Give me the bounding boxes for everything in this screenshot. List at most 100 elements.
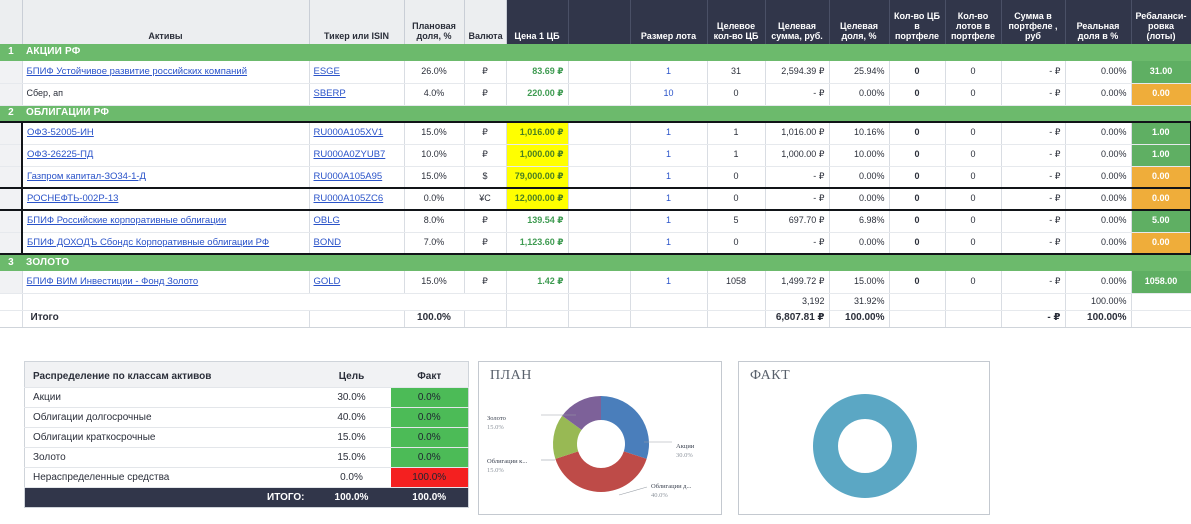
allocation-fact: 0.0% — [390, 387, 469, 408]
total-target-sum: 6,807.81 ₽ — [765, 310, 830, 328]
table-row[interactable]: ОФЗ-52005-ИН RU000A105XV1 15.0% ₽1,016.00 ₽… — [0, 121, 1191, 145]
allocation-total-row: ИТОГО: 100.0% 100.0% — [24, 487, 469, 508]
asset-link[interactable]: БПИФ ВИМ Инвестиции - Фонд Золото — [26, 275, 199, 287]
table-row[interactable]: БПИФ Российские корпоративные облигации O… — [0, 209, 1191, 233]
ticker-link[interactable]: BOND — [313, 236, 341, 248]
target-qty-cell: 1 — [707, 144, 766, 167]
target-share-cell: 10.16% — [829, 121, 890, 145]
allocation-fact: 0.0% — [390, 407, 469, 428]
target-qty-cell: 0 — [707, 166, 766, 189]
empty-cell — [309, 310, 405, 328]
asset-cell[interactable]: ОФЗ-26225-ПД — [21, 144, 310, 167]
remainder-target-sum: 3,192 — [765, 293, 830, 311]
currency-cell: ₽ — [464, 232, 507, 255]
sum-portfolio-cell: - ₽ — [1001, 166, 1066, 189]
table-row[interactable]: ОФЗ-26225-ПД RU000A0ZYUB7 10.0% ₽1,000.00 ₽… — [0, 144, 1191, 167]
plan-share-cell: 10.0% — [404, 144, 465, 167]
lot-size-cell: 1 — [630, 144, 708, 167]
currency-cell: $ — [464, 166, 507, 189]
pie-label-2: Облигации к... — [487, 458, 528, 465]
ticker-cell[interactable]: ESGE — [309, 61, 405, 84]
plan-share-cell: 0.0% — [404, 187, 465, 211]
price-cell: 220.00 ₽ — [506, 83, 569, 106]
ticker-cell[interactable]: OBLG — [309, 209, 405, 233]
target-sum-cell: - ₽ — [765, 232, 830, 255]
col-ticker: Тикер или ISIN — [309, 0, 405, 44]
allocation-name: Акции — [24, 387, 313, 408]
ticker-cell[interactable]: RU000A0ZYUB7 — [309, 144, 405, 167]
target-sum-cell: 697.70 ₽ — [765, 209, 830, 233]
asset-link[interactable]: ОФЗ-26225-ПД — [27, 148, 94, 160]
ticker-link[interactable]: RU000A0ZYUB7 — [313, 148, 386, 160]
asset-cell[interactable]: Сбер, ап — [22, 83, 310, 106]
empty-cell — [1131, 310, 1191, 328]
empty-cell — [1131, 293, 1191, 311]
spacer-cell — [568, 83, 631, 106]
asset-link[interactable]: БПИФ ДОХОДЪ Сбондс Корпоративные облигац… — [27, 236, 270, 248]
remainder-real-share: 100.00% — [1065, 293, 1132, 311]
table-row[interactable]: Газпром капитал-ЗО34-1-Д RU000A105A95 15.0… — [0, 166, 1191, 189]
plan-share-cell: 7.0% — [404, 232, 465, 255]
ticker-link[interactable]: GOLD — [313, 275, 341, 287]
lot-size-cell: 1 — [630, 271, 708, 294]
row-index — [0, 187, 23, 211]
total-plan-share: 100.0% — [404, 310, 465, 328]
table-row[interactable]: Сбер, ап SBERP 4.0% ₽220.00 ₽10 0- ₽0.00% 0 0-… — [0, 83, 1191, 106]
allocation-goal: 40.0% — [312, 407, 391, 428]
asset-link[interactable]: Газпром капитал-ЗО34-1-Д — [27, 170, 146, 182]
table-row[interactable]: БПИФ ДОХОДЪ Сбондс Корпоративные облигац… — [0, 232, 1191, 255]
asset-link[interactable]: ОФЗ-52005-ИН — [27, 127, 94, 139]
asset-cell[interactable]: ОФЗ-52005-ИН — [21, 121, 310, 145]
chart-plan-title: ПЛАН — [490, 368, 532, 383]
qty-portfolio-cell: 0 — [889, 61, 946, 84]
empty-cell — [568, 310, 631, 328]
asset-cell[interactable]: Газпром капитал-ЗО34-1-Д — [21, 166, 310, 189]
sum-portfolio-cell: - ₽ — [1001, 232, 1066, 255]
col-target-share: Целевая доля, % — [829, 0, 890, 44]
price-cell: 1.42 ₽ — [506, 271, 569, 294]
real-share-cell: 0.00% — [1065, 166, 1132, 189]
ticker-link[interactable]: RU000A105ZC6 — [313, 192, 384, 204]
lots-portfolio-cell: 0 — [945, 144, 1002, 167]
asset-cell[interactable]: БПИФ Устойчивое развитие российских комп… — [22, 61, 310, 84]
ticker-cell[interactable]: RU000A105A95 — [309, 166, 405, 189]
allocation-goal: 0.0% — [312, 467, 391, 488]
asset-cell[interactable]: РОСНЕФТЬ-002Р-13 — [21, 187, 310, 211]
allocation-row: Акции 30.0% 0.0% — [24, 387, 469, 408]
ticker-cell[interactable]: GOLD — [309, 271, 405, 294]
ticker-link[interactable]: RU000A105A95 — [313, 170, 383, 182]
target-share-cell: 25.94% — [829, 61, 890, 84]
group-number: 1 — [0, 44, 22, 61]
ticker-link[interactable]: OBLG — [313, 215, 340, 227]
ticker-link[interactable]: RU000A105XV1 — [313, 127, 384, 139]
ticker-link[interactable]: SBERP — [313, 87, 346, 99]
asset-cell[interactable]: БПИФ ВИМ Инвестиции - Фонд Золото — [22, 271, 310, 294]
col-price: Цена 1 ЦБ — [506, 0, 569, 44]
asset-link[interactable]: БПИФ Устойчивое развитие российских комп… — [26, 65, 248, 77]
lots-portfolio-cell: 0 — [945, 232, 1002, 255]
bottom-panel: Распределение по классам активов Цель Фа… — [0, 352, 1191, 524]
ticker-cell[interactable]: RU000A105ZC6 — [309, 187, 405, 211]
asset-link[interactable]: БПИФ Российские корпоративные облигации — [27, 215, 227, 227]
col-empty — [568, 0, 631, 44]
asset-cell[interactable]: БПИФ ДОХОДЪ Сбондс Корпоративные облигац… — [21, 232, 310, 255]
ticker-cell[interactable]: BOND — [309, 232, 405, 255]
table-row[interactable]: БПИФ ВИМ Инвестиции - Фонд Золото GOLD 15.… — [0, 271, 1191, 294]
allocation-name: Облигации долгосрочные — [24, 407, 313, 428]
currency-cell: ₽ — [464, 83, 507, 106]
spacer-cell — [568, 166, 631, 189]
target-qty-cell: 31 — [707, 61, 766, 84]
ticker-cell[interactable]: SBERP — [309, 83, 405, 106]
real-share-cell: 0.00% — [1065, 61, 1132, 84]
portfolio-table: Активы Тикер или ISIN Плановая доля, % В… — [0, 0, 1191, 328]
asset-cell[interactable]: БПИФ Российские корпоративные облигации — [21, 209, 310, 233]
spacer-cell — [568, 61, 631, 84]
asset-link[interactable]: РОСНЕФТЬ-002Р-13 — [27, 192, 119, 204]
pie-label-1: Облигации д... — [651, 483, 692, 490]
table-row[interactable]: БПИФ Устойчивое развитие российских комп… — [0, 61, 1191, 84]
table-row[interactable]: РОСНЕФТЬ-002Р-13 RU000A105ZC6 0.0% ¥C 12,000… — [0, 187, 1191, 211]
pie-slice-0 — [601, 396, 649, 459]
price-cell: 83.69 ₽ — [506, 61, 569, 84]
ticker-link[interactable]: ESGE — [313, 65, 340, 77]
ticker-cell[interactable]: RU000A105XV1 — [309, 121, 405, 145]
